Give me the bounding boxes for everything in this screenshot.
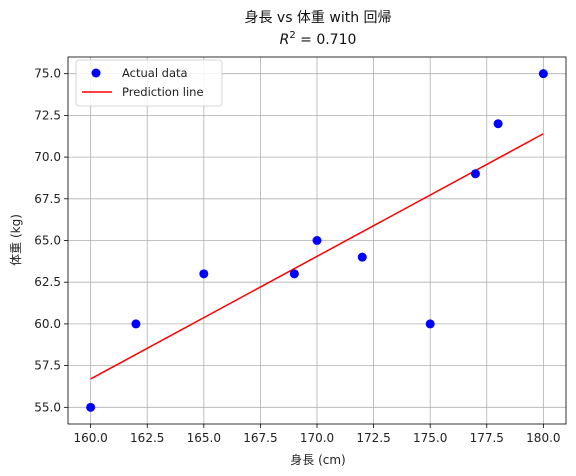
data-point — [357, 252, 367, 262]
data-point — [131, 319, 141, 329]
prediction-line — [90, 133, 544, 380]
subtitle-rest: = 0.710 — [296, 32, 357, 48]
x-tick-label: 170.0 — [300, 431, 334, 445]
data-point — [199, 269, 209, 279]
y-tick-label: 70.0 — [34, 150, 61, 164]
y-tick-label: 75.0 — [34, 67, 61, 81]
data-point — [425, 319, 435, 329]
y-tick-label: 57.5 — [34, 359, 61, 373]
x-axis-ticks: 160.0 162.5 165.0 167.5 170.0 172.5 175.0 177.5… — [73, 424, 561, 445]
prediction-line-layer — [90, 133, 544, 380]
x-tick-label: 180.0 — [526, 431, 560, 445]
y-axis-ticks: 55.0 57.5 60.0 62.5 65.0 67.5 70.0 72.5 75.0 — [34, 67, 68, 414]
data-point — [538, 69, 548, 79]
y-tick-label: 67.5 — [34, 192, 61, 206]
legend-box — [75, 59, 223, 107]
data-point — [493, 119, 503, 129]
legend-marker-actual — [91, 68, 101, 78]
chart-title: 身長 vs 体重 with 回帰 — [244, 9, 391, 26]
subtitle-symbol: R — [280, 32, 290, 48]
x-tick-label: 162.5 — [130, 431, 164, 445]
data-point — [289, 269, 299, 279]
y-tick-label: 65.0 — [34, 234, 61, 248]
legend: Actual data Prediction line — [75, 59, 223, 107]
x-tick-label: 165.0 — [187, 431, 221, 445]
x-tick-label: 177.5 — [470, 431, 504, 445]
y-tick-label: 72.5 — [34, 108, 61, 122]
y-axis-label: 体重 (kg) — [9, 214, 23, 266]
x-axis-label: 身長 (cm) — [290, 452, 345, 467]
data-point — [86, 402, 96, 412]
chart-subtitle: R2 = 0.710 — [280, 30, 357, 48]
x-tick-label: 172.5 — [356, 431, 390, 445]
x-tick-label: 160.0 — [73, 431, 107, 445]
y-tick-label: 62.5 — [34, 275, 61, 289]
subtitle-exponent: 2 — [289, 30, 295, 41]
x-tick-label: 167.5 — [243, 431, 277, 445]
data-point — [312, 236, 322, 245]
legend-label-actual: Actual data — [122, 66, 188, 80]
scatter-points — [86, 69, 548, 412]
data-point — [470, 169, 480, 179]
y-tick-label: 60.0 — [34, 317, 61, 331]
legend-label-prediction: Prediction line — [122, 85, 204, 99]
x-tick-label: 175.0 — [413, 431, 447, 445]
y-tick-label: 55.0 — [34, 400, 61, 414]
